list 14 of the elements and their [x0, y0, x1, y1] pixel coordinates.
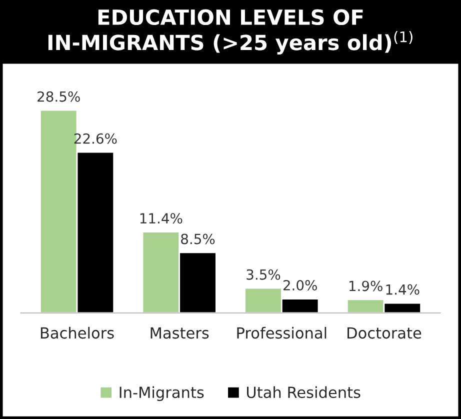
data-label: 2.0%: [283, 280, 317, 291]
chart-title: EDUCATION LEVELS OF IN-MIGRANTS (>25 years old)$^{(1)}$: [48, 9, 412, 55]
x-tick-label: Bachelors: [40, 326, 114, 339]
x-tick-label: Professional: [237, 326, 326, 339]
data-label: 3.5%: [246, 269, 280, 280]
data-label: 1.4%: [386, 284, 420, 295]
x-tick-label: Masters: [150, 327, 209, 339]
data-label: 28.5%: [38, 91, 80, 102]
data-label: 8.5%: [181, 234, 215, 244]
x-tick-label: Doctorate: [348, 327, 422, 339]
legend-label: Utah Residents: [247, 386, 360, 398]
legend-label: In-Migrants: [120, 386, 204, 402]
data-label: 1.9%: [349, 280, 382, 292]
data-label: 11.4%: [140, 213, 182, 224]
